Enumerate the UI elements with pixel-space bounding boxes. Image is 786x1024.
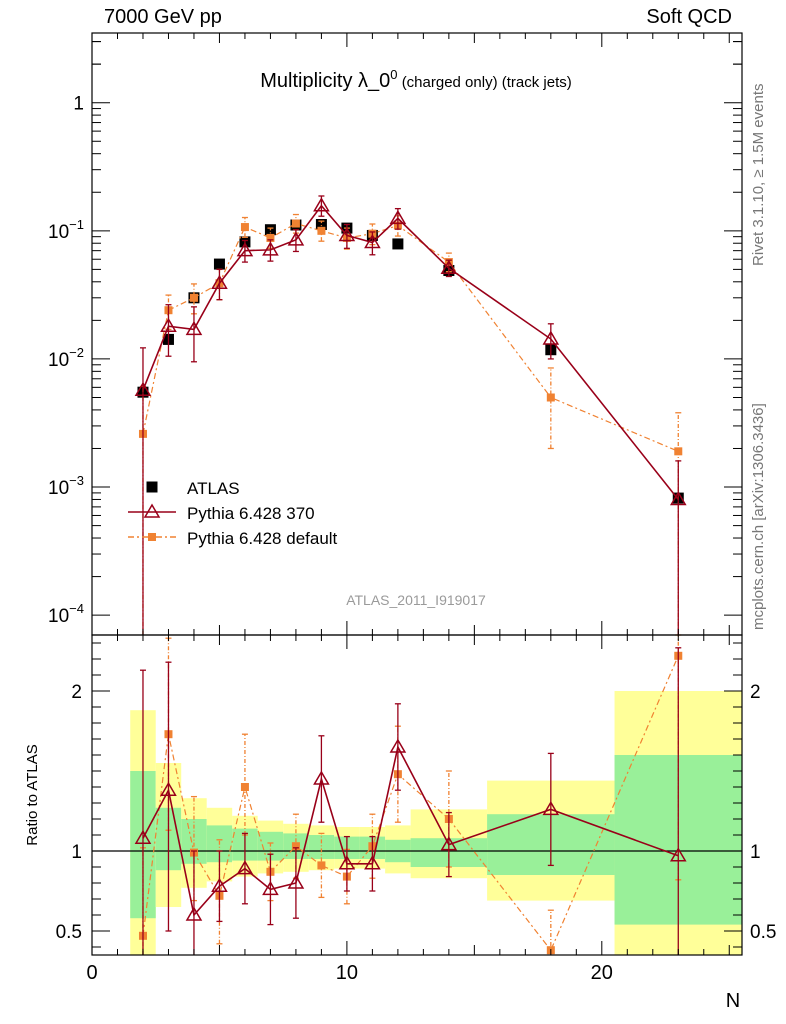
data-point xyxy=(338,226,356,242)
data-point xyxy=(338,855,356,870)
ratio-y-tick-label-right: 1 xyxy=(750,842,761,863)
data-point xyxy=(236,860,254,875)
data-point xyxy=(240,223,249,232)
ratio-y-tick-label: 0.5 xyxy=(56,922,82,943)
series-atlas xyxy=(137,219,684,504)
data-point xyxy=(440,836,458,851)
plot-title: Multiplicity λ_00 (charged only) (track … xyxy=(260,67,572,92)
legend-label: Pythia 6.428 default xyxy=(187,529,338,548)
legend-marker xyxy=(146,481,158,493)
main-plot xyxy=(134,195,687,635)
data-point xyxy=(266,233,275,242)
series-pythia-370 xyxy=(134,195,687,635)
y-tick-label: 10−4 xyxy=(48,601,84,627)
y-tick-label: 10−3 xyxy=(48,473,84,499)
x-tick-label: 10 xyxy=(336,962,358,984)
data-point xyxy=(287,231,305,246)
data-point xyxy=(313,197,330,212)
data-point xyxy=(262,880,279,896)
data-point xyxy=(315,219,327,231)
ratio-y-tick-label: 2 xyxy=(71,682,82,703)
analysis-watermark: ATLAS_2011_I919017 xyxy=(346,592,486,608)
data-point xyxy=(674,447,683,456)
legend-label: Pythia 6.428 370 xyxy=(187,504,315,523)
x-tick-label: 20 xyxy=(591,962,613,984)
data-point xyxy=(546,393,555,402)
y-tick-label: 1 xyxy=(73,94,84,115)
data-point xyxy=(389,738,407,753)
data-point xyxy=(313,770,330,785)
data-point xyxy=(669,847,687,862)
data-point xyxy=(291,842,300,851)
data-point xyxy=(134,829,152,844)
data-point xyxy=(160,781,177,796)
data-point xyxy=(364,855,381,870)
series-line xyxy=(142,204,679,500)
data-point xyxy=(240,783,249,791)
data-point xyxy=(669,490,687,506)
legend: ATLAS Pythia 6.428 370 Pythia 6.428 defaul… xyxy=(128,479,338,548)
data-point xyxy=(134,381,152,396)
ratio-uncertainty-bands xyxy=(130,691,742,955)
x-axis-label: N xyxy=(726,990,740,1012)
data-point xyxy=(262,241,279,256)
data-point xyxy=(542,330,560,345)
data-point xyxy=(189,293,198,302)
ratio-frame xyxy=(91,634,743,956)
data-point xyxy=(185,906,203,921)
x-tick-label: 0 xyxy=(86,962,97,984)
series-line xyxy=(142,655,679,952)
y-axis-label-ratio: Ratio to ATLAS xyxy=(24,744,41,845)
data-point xyxy=(213,258,225,270)
data-point xyxy=(185,320,203,336)
data-point xyxy=(392,238,404,250)
ratio-y-tick-label-right: 0.5 xyxy=(750,922,776,943)
data-point xyxy=(317,226,326,235)
legend-entry: ATLAS xyxy=(146,479,240,498)
data-point xyxy=(211,274,228,289)
data-point xyxy=(287,874,305,889)
data-point xyxy=(389,209,407,225)
data-point xyxy=(364,234,381,249)
series-line xyxy=(142,744,679,917)
legend-label: ATLAS xyxy=(187,479,240,498)
data-point xyxy=(440,259,458,275)
ratio-plot xyxy=(92,634,742,955)
legend-marker xyxy=(143,503,161,518)
header-left: 7000 GeV pp xyxy=(104,6,222,28)
legend-entry: Pythia 6.428 370 xyxy=(128,503,315,523)
y-tick-label: 10−1 xyxy=(48,217,84,243)
data-point xyxy=(236,242,254,257)
data-point xyxy=(317,861,326,870)
data-point xyxy=(542,800,560,816)
series-ratio-pythia-370 xyxy=(134,647,687,955)
ratio-y-tick-label: 1 xyxy=(71,842,82,863)
data-point xyxy=(211,877,228,892)
legend-marker xyxy=(148,533,156,541)
ratio-y-tick-label-right: 2 xyxy=(750,682,761,703)
legend-entry: Pythia 6.428 default xyxy=(128,529,338,548)
data-point xyxy=(160,317,177,332)
series-line xyxy=(142,222,679,452)
y-tick-label: 10−2 xyxy=(48,345,84,371)
axes: 0 10 20 1 10−1 10−2 10−3 10−4 0.5 0.5 1 1 2 2 xyxy=(48,32,776,984)
header-right: Soft QCD xyxy=(646,6,732,28)
data-point xyxy=(291,219,300,228)
